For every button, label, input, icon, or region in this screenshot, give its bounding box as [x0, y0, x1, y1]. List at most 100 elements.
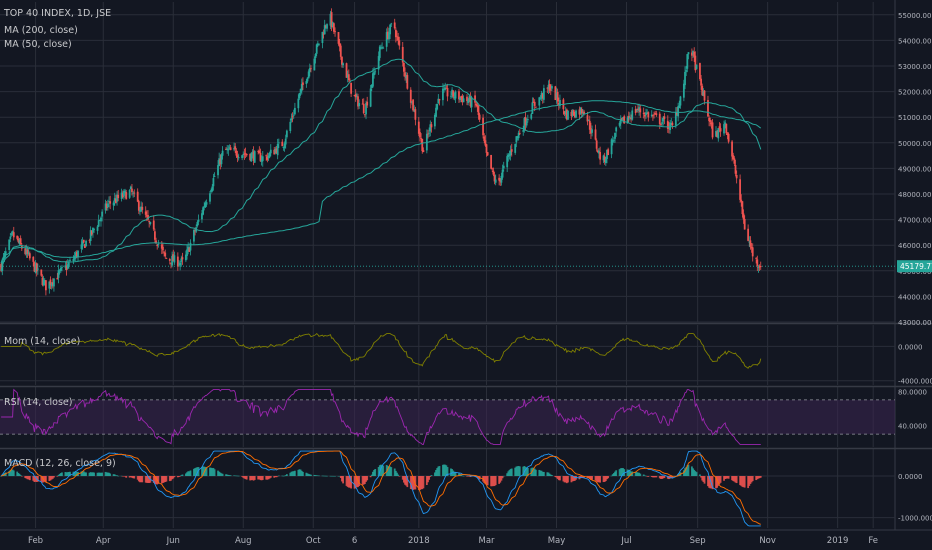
time-axis-label: Jun [166, 536, 180, 546]
macd-histogram-bar [693, 469, 696, 477]
candle-body [355, 95, 358, 97]
macd-histogram-bar [316, 475, 319, 477]
macd-histogram-bar [642, 474, 645, 477]
candle-body [349, 80, 351, 82]
macd-histogram-bar [702, 476, 705, 482]
candle-body [516, 136, 519, 139]
candle-body [160, 244, 163, 249]
macd-histogram-bar [565, 476, 568, 484]
macd-histogram-bar [307, 473, 310, 477]
macd-histogram-bar [540, 470, 543, 477]
candle-body [125, 192, 128, 200]
ma50-legend[interactable]: MA (50, close) [4, 39, 72, 50]
candle-body [109, 201, 112, 204]
macd-histogram-bar [525, 467, 528, 477]
macd-histogram-bar [168, 476, 171, 482]
candle-body [49, 279, 52, 286]
candle-body [341, 56, 343, 65]
price-pane[interactable] [0, 8, 895, 296]
macd-histogram-bar [639, 473, 642, 477]
macd-histogram-bar [123, 476, 125, 477]
macd-histogram-bar [189, 470, 192, 477]
candle-body [678, 105, 681, 109]
candle-body [429, 124, 432, 132]
candle-body [298, 92, 301, 99]
candle-body [575, 110, 577, 118]
candle-body [551, 86, 553, 89]
macd-histogram-bar [627, 470, 630, 477]
candle-body [694, 55, 697, 71]
candle-body [612, 139, 615, 141]
candle-body [337, 31, 340, 44]
macd-histogram-bar [204, 466, 207, 477]
macd-histogram-bar [653, 476, 655, 478]
mom-legend[interactable]: Mom (14, close) [4, 336, 80, 347]
macd-histogram-bar [333, 475, 335, 477]
macd-histogram-bar [483, 476, 486, 484]
candle-body [430, 124, 433, 128]
price-axis-label: 48000.00 [898, 191, 931, 199]
ma200-legend[interactable]: MA (200, close) [4, 25, 78, 36]
momentum-pane[interactable] [1, 332, 762, 369]
candle-body [390, 23, 393, 25]
candle-body [61, 266, 63, 268]
candle-body [0, 263, 3, 272]
macd-histogram-bar [16, 471, 19, 477]
macd-histogram-bar [646, 476, 649, 477]
macd-histogram-bar [660, 476, 662, 479]
macd-histogram-bar [329, 475, 332, 477]
candle-body [444, 87, 447, 90]
macd-histogram-bar [420, 476, 423, 490]
macd-histogram-bar [163, 476, 165, 483]
mom-axis-label: 0.0000 [898, 343, 923, 351]
macd-histogram-bar [100, 472, 102, 477]
macd-histogram-bar [658, 476, 661, 479]
macd-histogram-bar [113, 474, 116, 477]
macd-histogram-bar [131, 476, 133, 478]
rsi-legend[interactable]: RSI (14, close) [4, 397, 72, 408]
macd-histogram-bar [92, 472, 94, 477]
candle-body [96, 226, 99, 231]
rsi-line [1, 388, 761, 445]
rsi-pane[interactable] [0, 388, 895, 445]
macd-histogram-bar [152, 476, 155, 483]
macd-histogram-bar [363, 476, 366, 484]
price-axis[interactable]: 43000.0044000.0045000.0046000.0047000.00… [898, 12, 932, 523]
candle-body [596, 150, 599, 153]
candle-body [723, 124, 725, 134]
macd-histogram-bar [314, 475, 317, 477]
candle-body [357, 96, 359, 107]
rsi-band [0, 399, 895, 435]
macd-histogram-bar [302, 471, 304, 477]
macd-histogram-bar [209, 467, 211, 477]
symbol-title[interactable]: TOP 40 INDEX, 1D, JSE [3, 8, 111, 19]
candle-body [540, 92, 543, 99]
time-axis[interactable]: Feb Apr Jun Aug Oct 6 2018 Mar May Jul Sep Nov 2019 F… [28, 536, 878, 546]
macd-histogram-bar [210, 467, 213, 477]
macd-histogram-bar [85, 472, 87, 477]
candle-body [187, 246, 190, 250]
candle-body [386, 31, 389, 39]
candle-body [362, 103, 365, 114]
macd-histogram-bar [114, 475, 117, 477]
macd-histogram-bar [596, 476, 599, 483]
macd-histogram-bar [253, 476, 256, 480]
candle-body [734, 165, 737, 174]
macd-legend[interactable]: MACD (12, 26, close, 9) [4, 458, 116, 469]
candle-body [178, 264, 180, 266]
macd-histogram-bar [571, 476, 574, 482]
macd-histogram-bar [428, 476, 431, 480]
candle-body [53, 278, 55, 287]
candle-body [670, 122, 673, 124]
candle-body [469, 96, 472, 107]
macd-histogram-bar [75, 471, 78, 477]
candle-body [314, 54, 317, 58]
candle-body [330, 12, 333, 28]
macd-histogram-bar [626, 469, 629, 477]
macd-histogram-bar [217, 470, 219, 477]
macd-pane[interactable] [0, 450, 762, 527]
macd-histogram-bar [470, 476, 473, 477]
candle-body [136, 191, 139, 202]
macd-histogram-bar [369, 476, 372, 478]
